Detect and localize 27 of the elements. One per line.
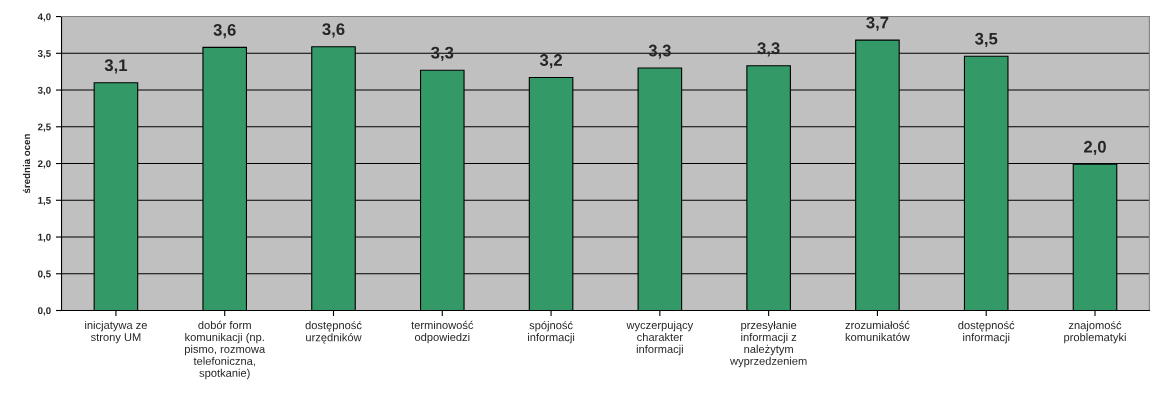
y-tick-label: 2,0 (37, 160, 51, 169)
y-tick-label: 4,0 (37, 13, 51, 22)
y-tick-label: 0,0 (37, 307, 51, 316)
data-label: 3,1 (104, 59, 128, 74)
y-axis-title: średnia ocen (22, 134, 31, 194)
x-tick-label: wyczerpujący charakter informacji (626, 320, 694, 356)
y-tick-label: 1,5 (38, 197, 51, 206)
y-tick-label: 2,5 (37, 123, 51, 132)
x-tick-label: terminowość odpowiedzi (411, 320, 474, 344)
data-label: 3,2 (539, 54, 562, 69)
data-label: 2,0 (1083, 140, 1106, 156)
x-tick-label: spójność informacji (528, 320, 575, 344)
y-tick-label: 3,0 (37, 86, 51, 96)
data-label: 3,6 (213, 23, 236, 39)
x-tick-label: znajomość problematyki (1064, 320, 1126, 344)
x-tick-label: dostępność urzędników (305, 320, 362, 344)
x-tick-label: przesyłanie informacji z należytym wyprzedzeniem (730, 320, 807, 368)
x-tick-label: zrozumiałość komunikatów (845, 320, 910, 342)
data-label: 3,5 (975, 32, 998, 48)
data-label: 3,7 (866, 16, 889, 31)
data-label: 3,6 (322, 23, 345, 38)
y-tick-label: 3,5 (37, 50, 51, 59)
y-tick-label: 1,0 (38, 233, 51, 243)
x-tick-label: dostępność informacji (958, 320, 1015, 344)
x-tick-label: dobór form komunikacji (np. pismo, rozmowa telefoniczna, spotkanie) (184, 320, 266, 380)
x-tick-label: inicjatywa ze strony UM (85, 320, 147, 344)
y-tick-label: 0,5 (37, 270, 51, 279)
